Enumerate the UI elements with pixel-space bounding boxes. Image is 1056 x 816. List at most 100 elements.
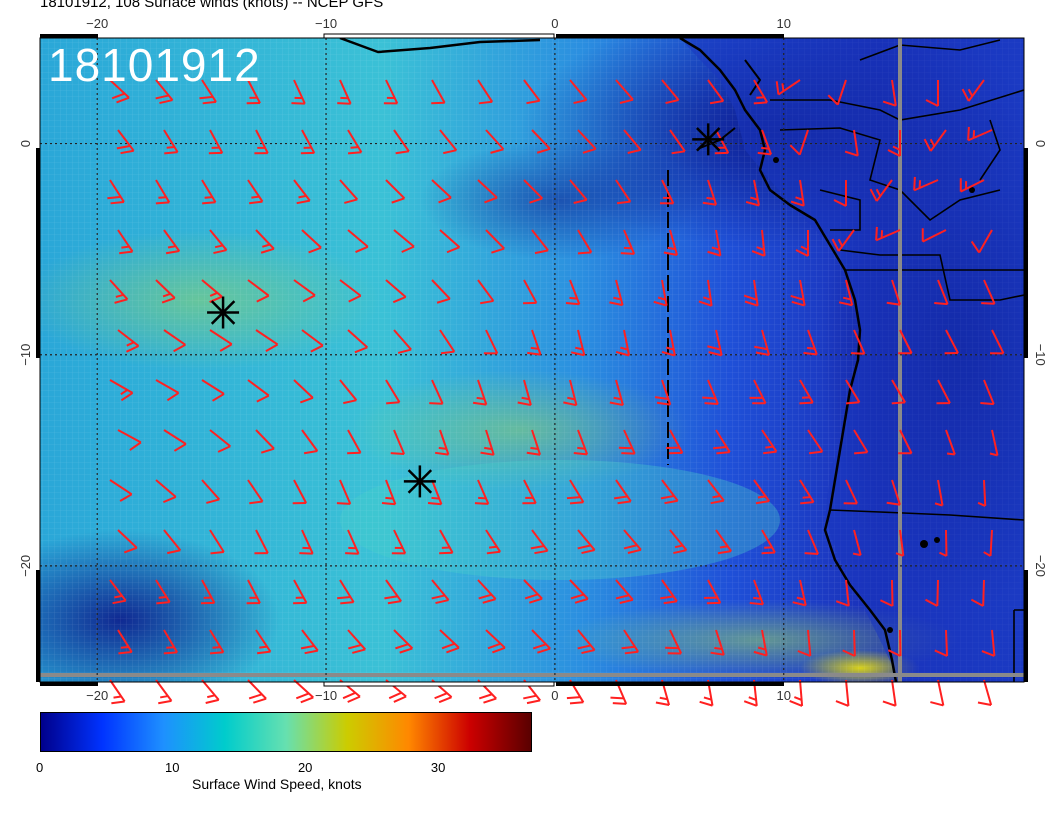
wind-barb bbox=[347, 129, 363, 155]
wind-barb bbox=[792, 579, 807, 607]
wind-barb bbox=[913, 176, 939, 192]
wind-barb bbox=[293, 579, 308, 605]
wind-barb bbox=[981, 730, 1002, 759]
wind-barb bbox=[790, 179, 805, 207]
wind-barb bbox=[522, 279, 538, 305]
wind-barb bbox=[621, 629, 640, 655]
wind-barb bbox=[485, 129, 505, 154]
wind-barb bbox=[393, 129, 410, 155]
wind-barb bbox=[925, 579, 939, 607]
wind-barb bbox=[930, 679, 945, 707]
lat-tick-right: −20 bbox=[1033, 555, 1048, 577]
wind-barb bbox=[345, 529, 360, 555]
wind-barb bbox=[577, 529, 596, 555]
wind-barb bbox=[393, 229, 415, 253]
lon-tick-top: 10 bbox=[776, 16, 790, 31]
wind-barb bbox=[199, 79, 217, 105]
wind-barb bbox=[200, 579, 216, 605]
wind-barb bbox=[609, 379, 624, 407]
wind-barb bbox=[247, 479, 264, 505]
wind-barb bbox=[790, 279, 806, 307]
wind-barb bbox=[566, 479, 585, 505]
wind-barb bbox=[439, 529, 454, 555]
wind-barb bbox=[842, 730, 860, 758]
lon-tick-top: −10 bbox=[315, 16, 337, 31]
wind-barb bbox=[347, 629, 366, 654]
wind-barb bbox=[749, 379, 767, 405]
wind-barb bbox=[439, 329, 456, 355]
wind-barb bbox=[163, 329, 186, 353]
map-frame bbox=[36, 33, 1028, 687]
wind-barb bbox=[381, 479, 397, 506]
wind-barb bbox=[155, 79, 174, 105]
wind-barb bbox=[615, 79, 634, 104]
wind-barb bbox=[384, 579, 402, 605]
lat-tick-left: 0 bbox=[18, 140, 33, 147]
wind-barb bbox=[393, 329, 412, 354]
wind-barb bbox=[934, 479, 944, 507]
wind-barb bbox=[661, 79, 680, 105]
wind-barb bbox=[569, 79, 588, 105]
wind-barb bbox=[391, 529, 407, 555]
wind-barb bbox=[201, 479, 221, 504]
wind-barb bbox=[201, 179, 217, 205]
wind-barb bbox=[477, 79, 494, 105]
wind-barb bbox=[714, 129, 730, 155]
wind-barb bbox=[209, 329, 233, 352]
wind-barb bbox=[109, 379, 134, 402]
wind-barb bbox=[291, 79, 306, 105]
wind-barb bbox=[485, 629, 506, 654]
wind-barb bbox=[155, 479, 177, 504]
wind-barb bbox=[977, 479, 987, 507]
wind-barb bbox=[925, 79, 940, 107]
wind-barb bbox=[517, 379, 532, 407]
wind-barb bbox=[201, 679, 220, 705]
wind-barb bbox=[613, 479, 632, 505]
wind-barb bbox=[522, 479, 537, 505]
wind-barb bbox=[977, 679, 993, 706]
wind-barb bbox=[754, 329, 771, 356]
wind-barb bbox=[293, 279, 316, 303]
wind-barb bbox=[472, 379, 488, 406]
wind-barb bbox=[831, 229, 855, 252]
wind-barb bbox=[875, 226, 901, 242]
wind-barb bbox=[886, 479, 901, 506]
wind-barb bbox=[337, 579, 355, 605]
wind-barb bbox=[981, 629, 996, 657]
wind-barb bbox=[620, 229, 636, 255]
wind-barb bbox=[743, 279, 759, 307]
wind-barb bbox=[117, 629, 133, 655]
wind-barb bbox=[944, 329, 959, 355]
wind-barb bbox=[431, 279, 451, 304]
wind-barb bbox=[337, 79, 352, 105]
land-masses bbox=[680, 38, 1024, 682]
wind-barb bbox=[109, 579, 127, 605]
wind-barb bbox=[526, 429, 541, 456]
lon-tick-bottom: −10 bbox=[315, 688, 337, 703]
wind-barb bbox=[431, 179, 452, 204]
wind-barb bbox=[659, 179, 675, 205]
wind-barb bbox=[530, 529, 549, 555]
wind-barb bbox=[301, 229, 322, 254]
wind-barb bbox=[939, 529, 948, 557]
wind-barb bbox=[390, 429, 406, 455]
wind-barb bbox=[623, 529, 642, 554]
wind-barb bbox=[439, 229, 461, 254]
wind-barb bbox=[300, 129, 316, 155]
wind-barb bbox=[661, 329, 676, 357]
wind-barb bbox=[803, 329, 818, 356]
wind-barb bbox=[254, 129, 269, 155]
storm-marker-icon bbox=[403, 465, 436, 498]
wind-barb bbox=[707, 479, 725, 505]
wind-barb bbox=[959, 178, 985, 193]
wind-barb bbox=[477, 579, 497, 604]
wind-barb bbox=[660, 479, 679, 505]
wind-barb bbox=[852, 529, 862, 557]
wind-barb bbox=[155, 579, 171, 605]
colorbar-tick-label: 30 bbox=[430, 760, 446, 775]
wind-barb bbox=[571, 329, 586, 357]
wind-barb bbox=[843, 479, 859, 505]
wind-barb bbox=[789, 679, 804, 707]
wind-barb bbox=[797, 629, 812, 657]
wind-barb bbox=[209, 429, 231, 453]
